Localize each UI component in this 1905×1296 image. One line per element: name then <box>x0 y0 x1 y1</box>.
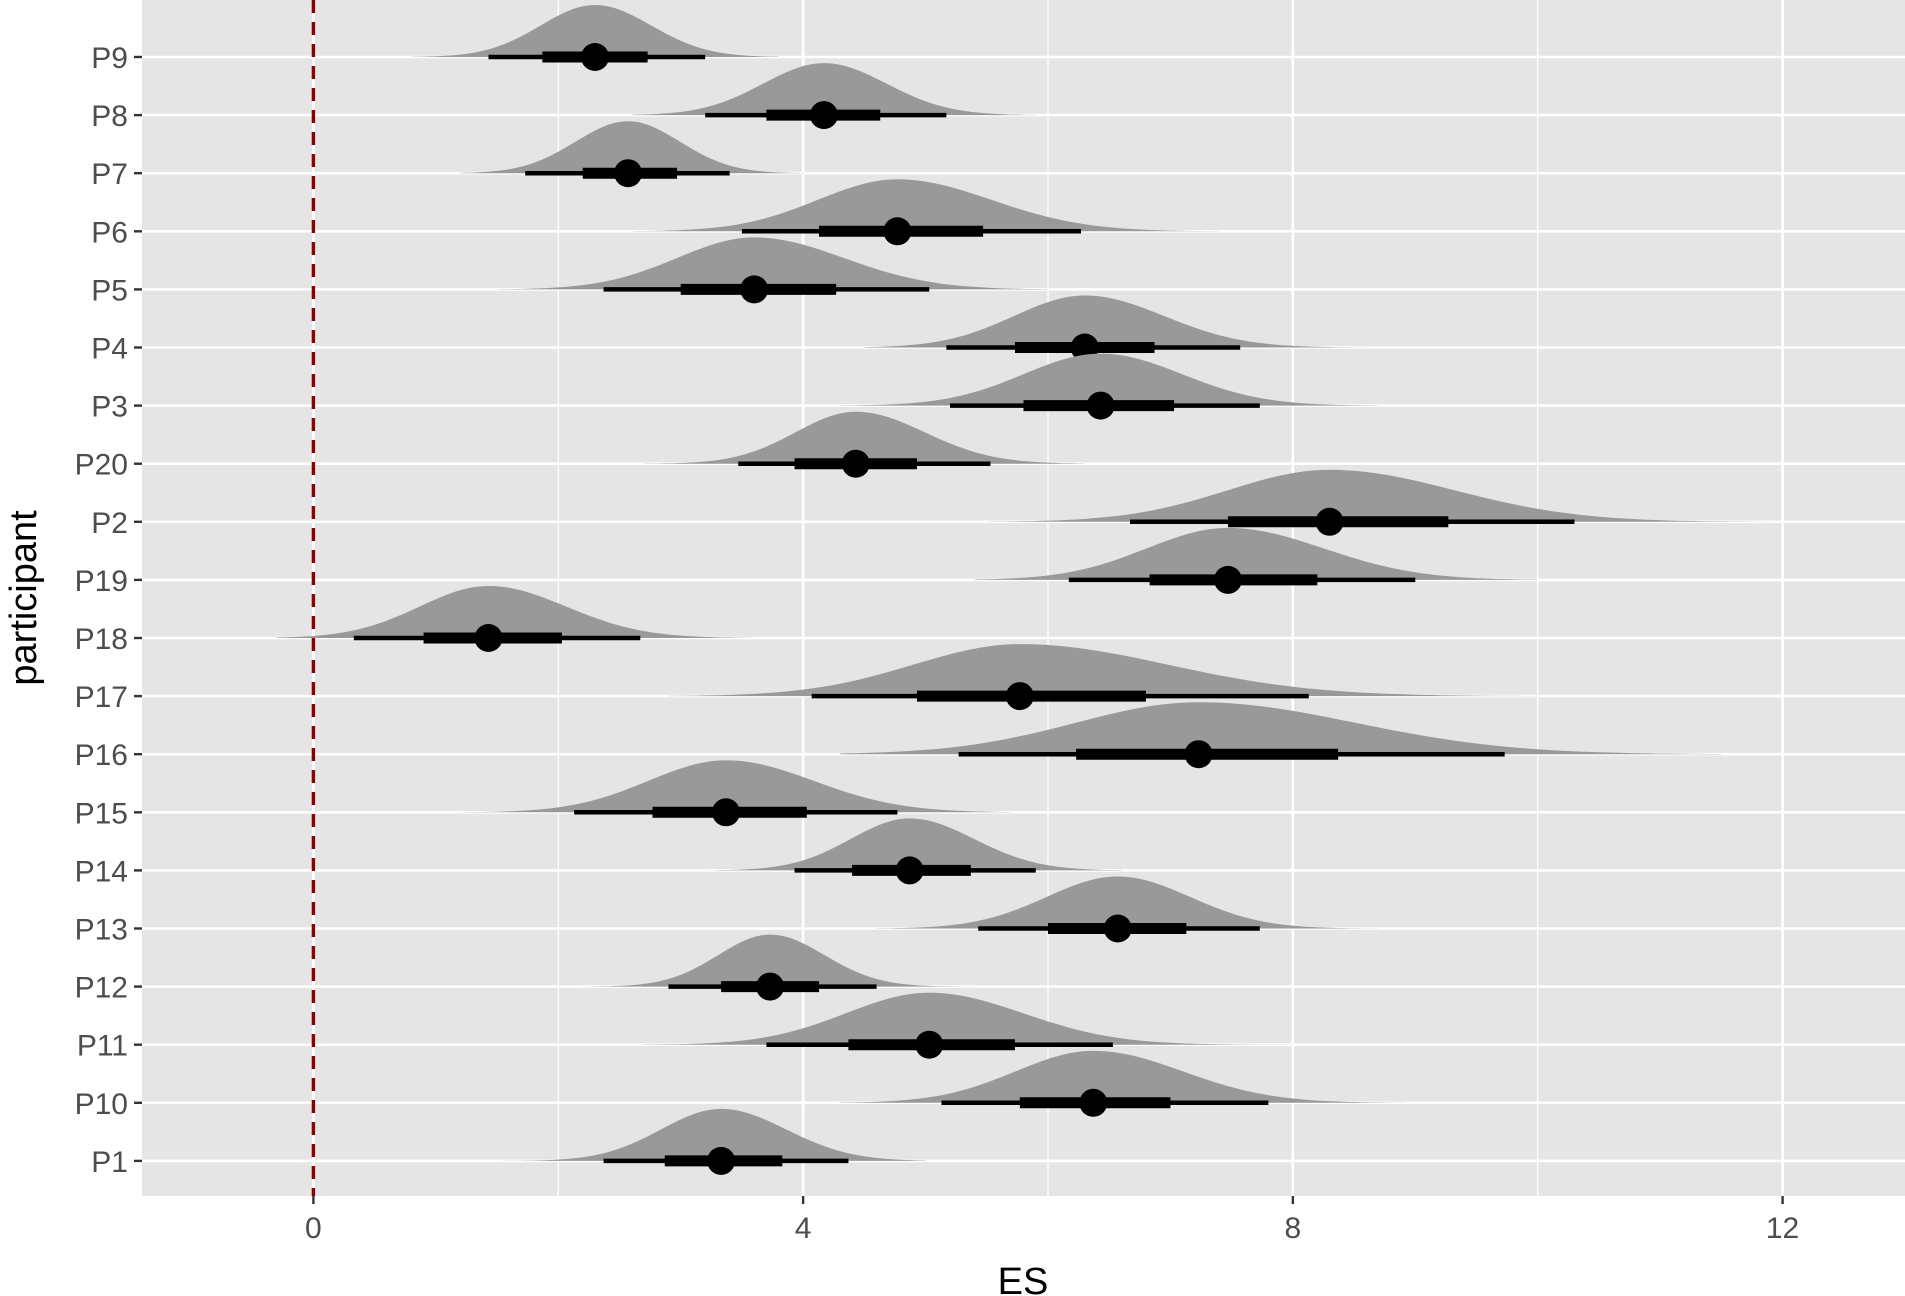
median-point-P14 <box>895 856 924 885</box>
median-point-P5 <box>740 275 769 304</box>
density-P15 <box>448 760 1012 813</box>
median-point-P3 <box>1086 391 1115 420</box>
y-tick-label: P3 <box>91 391 128 424</box>
median-point-P7 <box>614 159 643 188</box>
density-P20 <box>643 411 1085 464</box>
median-point-P17 <box>1005 682 1034 711</box>
density-P1 <box>497 1108 926 1161</box>
median-point-P15 <box>711 798 740 827</box>
median-point-P16 <box>1184 740 1213 769</box>
median-point-P1 <box>707 1146 736 1175</box>
grid-minor <box>557 0 1539 1196</box>
median-point-P11 <box>915 1030 944 1059</box>
y-tick-label: P13 <box>75 914 128 947</box>
median-point-P9 <box>580 43 609 71</box>
y-tick-label: P14 <box>75 855 128 888</box>
density-P19 <box>974 527 1538 580</box>
density-P9 <box>411 5 779 57</box>
density-P4 <box>864 295 1367 348</box>
density-P8 <box>631 63 1036 116</box>
density-P2 <box>986 469 1783 522</box>
y-tick-label: P4 <box>91 333 128 366</box>
y-tick-label: P2 <box>91 507 128 540</box>
median-point-P13 <box>1103 914 1132 943</box>
y-tick-label: P12 <box>75 972 128 1005</box>
y-axis-title: participant <box>3 510 45 686</box>
y-tick-label: P5 <box>91 274 128 307</box>
density-P11 <box>643 992 1293 1045</box>
y-tick-label: P6 <box>91 216 128 249</box>
density-P18 <box>276 586 755 638</box>
y-tick-label: P10 <box>75 1088 128 1121</box>
density-P14 <box>705 818 1122 871</box>
y-axis: P9 P8 P7 P6 P5 P4 P3 P20 P2 P19 P18 P17 P16 P15 P14 P13… <box>75 42 142 1179</box>
x-axis: 0 4 8 12 <box>305 1196 1799 1245</box>
y-tick-label: P8 <box>91 100 128 133</box>
density-P10 <box>839 1050 1404 1103</box>
y-tick-label: P9 <box>91 42 128 75</box>
density-P16 <box>839 702 1722 755</box>
median-point-P8 <box>809 101 838 130</box>
y-tick-label: P7 <box>91 158 128 191</box>
x-tick-label: 0 <box>305 1212 322 1245</box>
density-P3 <box>839 353 1379 406</box>
y-tick-label: P19 <box>75 565 128 598</box>
median-point-P19 <box>1213 565 1242 594</box>
y-tick-label: P20 <box>75 449 128 482</box>
density-P5 <box>497 237 1048 290</box>
density-P17 <box>668 644 1538 697</box>
y-tick-label: P16 <box>75 739 128 772</box>
x-tick-label: 8 <box>1285 1212 1302 1245</box>
x-tick-label: 4 <box>795 1212 812 1245</box>
median-point-P20 <box>841 449 870 478</box>
density-P7 <box>460 121 804 174</box>
plot-panel <box>142 0 1905 1196</box>
y-tick-label: P18 <box>75 623 128 656</box>
x-axis-title: ES <box>998 1261 1049 1296</box>
density-P12 <box>582 934 975 987</box>
density-P13 <box>876 876 1379 929</box>
median-point-P6 <box>883 217 912 246</box>
y-tick-label: P17 <box>75 681 128 714</box>
median-point-P18 <box>474 624 503 652</box>
x-tick-label: 12 <box>1766 1212 1799 1245</box>
y-tick-label: P15 <box>75 797 128 830</box>
y-tick-label: P11 <box>77 1030 128 1063</box>
y-tick-label: P1 <box>91 1146 128 1179</box>
median-point-P12 <box>756 972 785 1001</box>
median-point-P2 <box>1315 507 1344 536</box>
median-point-P10 <box>1079 1088 1108 1117</box>
density-P6 <box>631 179 1220 232</box>
data-marks <box>276 0 1783 1196</box>
